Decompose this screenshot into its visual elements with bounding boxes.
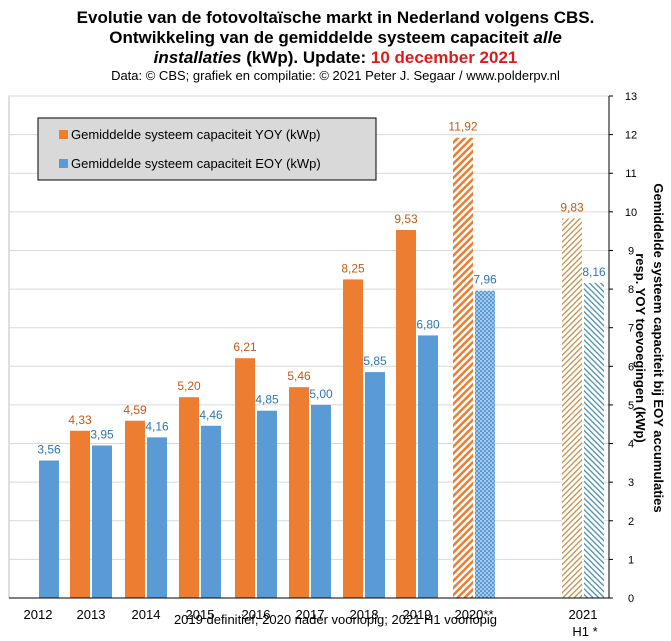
- y-tick-label: 2: [628, 516, 634, 528]
- y-tick-label: 11: [625, 168, 636, 180]
- x-tick-label: 2015: [186, 607, 215, 622]
- y-tick-label: 12: [625, 130, 637, 142]
- bar-yoy: [70, 430, 90, 598]
- bar-eoy: [475, 290, 495, 598]
- update-date: 10 december 2021: [370, 48, 518, 67]
- y-axis-title-line-2: resp. YOY toevoegingen (kWp): [633, 253, 648, 443]
- x-axis: 2012 2013 2014 2015 2016 2017 2018 2019 2020** 20…: [9, 597, 609, 639]
- legend: Gemiddelde systeem capaciteit YOY (kWp) …: [37, 117, 377, 181]
- y-tick-label: 7: [628, 323, 634, 335]
- x-tick-sublabel: H1 *: [572, 624, 597, 639]
- title-emphasis-alle: alle: [533, 28, 562, 47]
- y-tick-label: 1: [628, 554, 634, 566]
- data-label-yoy: 11,92: [448, 120, 477, 134]
- chart-title-line-3: installaties (kWp). Update: 10 december …: [0, 48, 671, 68]
- data-label-yoy: 9,53: [394, 212, 418, 226]
- data-label-eoy: 6,80: [416, 317, 440, 331]
- data-label-eoy: 5,85: [363, 354, 387, 368]
- data-label-yoy: 4,33: [68, 413, 92, 427]
- title-emphasis-installaties: installaties: [153, 48, 242, 67]
- legend-label-yoy: Gemiddelde systeem capaciteit YOY (kWp): [71, 127, 321, 142]
- data-label-yoy: 4,59: [123, 403, 147, 417]
- bars: [39, 137, 604, 598]
- legend-swatch-eoy: [59, 159, 68, 168]
- x-tick-label: 2016: [242, 607, 271, 622]
- data-label-eoy: 8,16: [582, 265, 606, 279]
- bar-yoy: [453, 137, 473, 598]
- bar-eoy: [365, 372, 385, 598]
- y-tick-label: 10: [625, 207, 637, 219]
- legend-swatch-yoy: [59, 130, 68, 139]
- data-label-eoy: 4,85: [255, 393, 279, 407]
- source-credit: Data: © CBS; grafiek en compilatie: © 20…: [111, 68, 560, 83]
- bar-eoy: [418, 335, 438, 598]
- x-tick-label: 2012: [24, 607, 53, 622]
- x-tick-label: 2013: [77, 607, 106, 622]
- bar-eoy: [39, 460, 59, 598]
- data-label-yoy: 6,21: [233, 340, 257, 354]
- y-axis-title: Gemiddelde systeem capaciteit bij EOY ac…: [633, 183, 666, 512]
- bar-eoy: [201, 425, 221, 598]
- bar-yoy: [289, 387, 309, 598]
- y-tick-label: 8: [628, 284, 634, 296]
- bar-yoy: [179, 397, 199, 598]
- y-tick-label: 13: [625, 91, 637, 103]
- x-tick-label: 2020**: [454, 607, 493, 622]
- data-label-yoy: 8,25: [341, 261, 365, 275]
- x-tick-label: 2014: [132, 607, 161, 622]
- y-tick-label: 3: [628, 477, 634, 489]
- data-label-eoy: 5,00: [309, 387, 333, 401]
- chart-title-line-1: Evolutie van de fotovoltaïsche markt in …: [76, 8, 595, 27]
- bar-yoy: [396, 229, 416, 598]
- bar-yoy: [235, 358, 255, 598]
- data-label-eoy: 3,95: [90, 427, 114, 441]
- bar-eoy: [311, 404, 331, 598]
- data-label-yoy: 5,46: [287, 369, 311, 383]
- y-tick-label: 6: [628, 361, 634, 373]
- legend-label-eoy: Gemiddelde systeem capaciteit EOY (kWp): [71, 156, 321, 171]
- y-axis-title-line-1: Gemiddelde systeem capaciteit bij EOY ac…: [651, 183, 666, 512]
- y-tick-label: 0: [628, 593, 634, 605]
- data-label-eoy: 4,16: [145, 419, 169, 433]
- bar-yoy: [343, 279, 363, 598]
- data-label-yoy: 9,83: [560, 200, 584, 214]
- bar-eoy: [257, 410, 277, 598]
- legend-box: [37, 117, 377, 181]
- x-tick-label: 2019: [403, 607, 432, 622]
- bar-eoy: [147, 437, 167, 598]
- footnote: 2019 definitief; 2020 nader voorlopig; 2…: [173, 612, 498, 627]
- y-tick-label: 9: [628, 245, 634, 257]
- chart-title-line-2: Ontwikkeling van de gemiddelde systeem c…: [0, 28, 671, 48]
- x-tick-label: 2018: [350, 607, 379, 622]
- x-tick-label: 2021: [569, 607, 598, 622]
- y-tick-label: 5: [628, 400, 634, 412]
- title-line-3-text: (kWp). Update:: [241, 48, 371, 67]
- data-label-eoy: 7,96: [473, 273, 497, 287]
- title-line-2-text: Ontwikkeling van de gemiddelde systeem c…: [109, 28, 534, 47]
- y-tick-label: 4: [628, 439, 634, 451]
- bar-yoy: [125, 420, 145, 598]
- data-label-eoy: 3,56: [37, 443, 61, 457]
- data-label-eoy: 4,46: [199, 408, 223, 422]
- x-tick-label: 2017: [296, 607, 325, 622]
- bar-eoy: [92, 445, 112, 598]
- data-label-yoy: 5,20: [177, 379, 201, 393]
- bar-eoy: [584, 282, 604, 598]
- bar-yoy: [562, 218, 582, 598]
- value-labels: 3,56 4,333,95 4,59 4,16 5,20 4,46 6,21 4,85 5,46…: [37, 120, 606, 457]
